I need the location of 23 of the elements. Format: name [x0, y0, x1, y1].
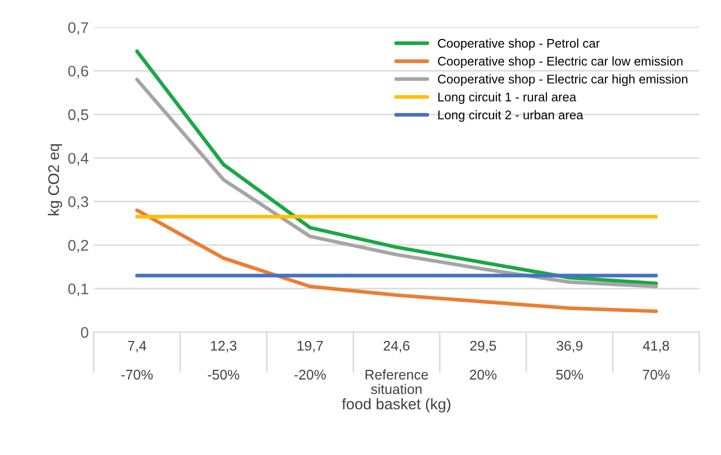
- category-label: 7,4 -70%: [121, 340, 153, 380]
- x-axis-title: food basket (kg): [342, 398, 450, 412]
- category-label: 24,6 Reference situation: [366, 340, 428, 394]
- line-series: [135, 208, 658, 314]
- legend-label: Long circuit 2 - urban area: [438, 110, 584, 122]
- legend-label: Cooperative shop - Electric car low emission: [438, 56, 682, 68]
- y-tick-label: 0,5: [68, 109, 88, 122]
- category-label: 12,3 -50%: [208, 340, 240, 380]
- y-tick-label: 0: [80, 327, 88, 338]
- y-tick-label: 0,1: [68, 283, 88, 296]
- legend-label: Cooperative shop - Petrol car: [438, 38, 600, 50]
- y-tick-label: 0,7: [68, 22, 88, 35]
- category-label: 19,7 -20%: [294, 340, 326, 380]
- category-label: 41,8 70%: [642, 340, 670, 380]
- category-label: 36,9 50%: [556, 340, 583, 380]
- y-tick-label: 0,3: [68, 196, 88, 209]
- y-tick-label: 0,4: [68, 152, 88, 166]
- category-label: 29,5 20%: [470, 340, 496, 380]
- legend-label: Long circuit 1 - rural area: [438, 92, 576, 104]
- legend-label: Cooperative shop - Electric car high emission: [438, 74, 688, 86]
- y-tick-label: 0,2: [68, 240, 88, 253]
- y-axis-title: kg CO2 eq: [48, 144, 62, 216]
- y-tick-label: 0,6: [68, 66, 88, 78]
